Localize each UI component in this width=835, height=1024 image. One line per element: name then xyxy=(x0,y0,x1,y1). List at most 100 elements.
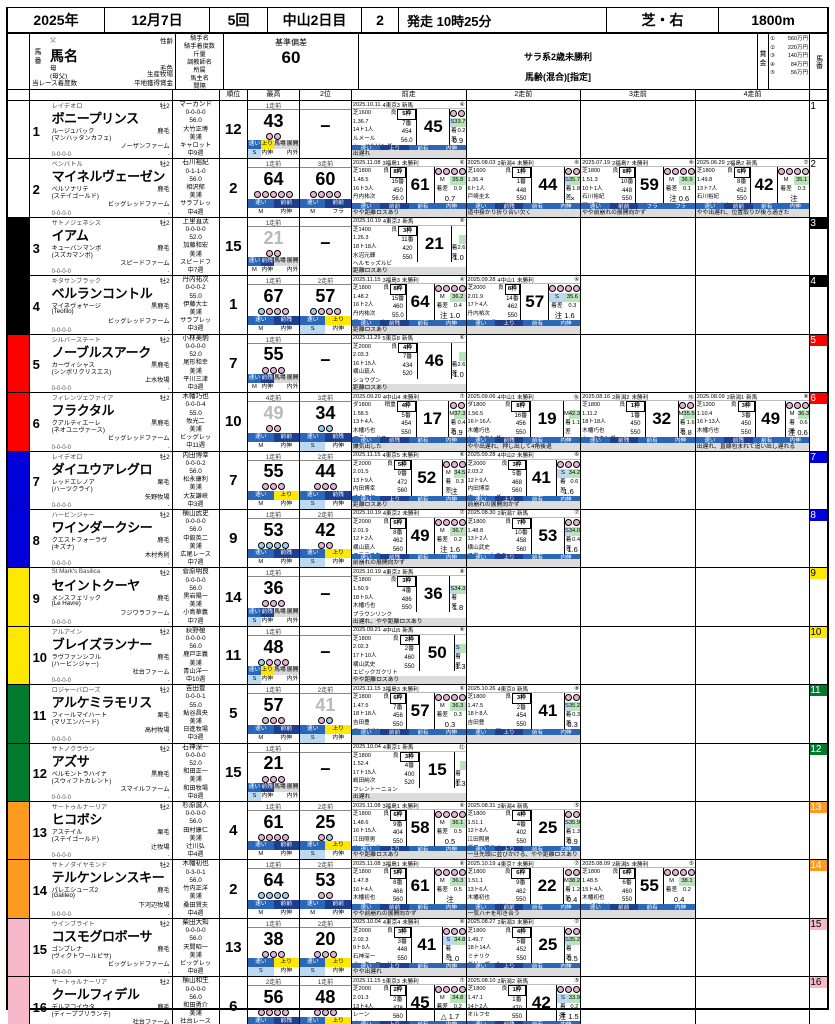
second-score-cell[interactable]: 2走前 44 速い 前残 S 内伸 xyxy=(299,451,352,509)
table-row[interactable]: サートゥルナーリア 牡2 13 ヒコボシ アステイル 栗毛 (ステイゴールド) … xyxy=(8,802,827,861)
past-run-2[interactable]: 2025.10.26 4東京9 新馬 ⑧ 芝1800 良 1.47.5 18ト8人… xyxy=(466,685,582,743)
past-run-1[interactable]: 2025.11.15 4東京5 未勝利 ⑥ 芝2000 良 2.01.5 13ト9… xyxy=(351,451,467,509)
best-score-cell[interactable]: 1走前 43 速い 上り 馬場 展開 S 内伸 内外 xyxy=(248,101,300,159)
best-score-cell[interactable]: 1走前 48 速い 上り 馬場 展開 S 内伸 内外 xyxy=(248,626,300,685)
second-score-cell[interactable]: 2走前 25 速い 上り S 内伸 xyxy=(299,802,352,860)
best-score-cell[interactable]: 1走前 55 速い 前残 馬場 展開 M 内伸 内外 xyxy=(248,334,300,393)
jockey-info-cell[interactable]: 横山武史 0-0-0-0 56.0 中舘英二 美浦 広尾レース 中7週 xyxy=(173,509,220,568)
second-score-cell[interactable]: 3走前 60 速い 前前 M フラ xyxy=(299,159,352,217)
jockey-info-cell[interactable]: 木幡巧也 0-0-0-4 55.0 牧光二 美浦 ビッグレッ 中11週 xyxy=(173,393,220,451)
jockey-info-cell[interactable]: 石神深一 0-0-0-0 52.0 和田正一 美浦 和田牧場 中8週 xyxy=(173,743,220,802)
second-score-cell[interactable]: 2走前 53 速い 前前 M 内伸 xyxy=(299,860,352,918)
past-run-2[interactable]: 2025.09.06 4中山1 未勝利 ⑯ ダ1800 良 1.56.5 16ト1… xyxy=(466,393,582,451)
horse-info-cell[interactable]: サトノクラウン 牡2 12 アズサ ベルモントラハイナ 黒鹿毛 (スウィフトカレ… xyxy=(30,743,173,802)
horse-name[interactable]: イアム xyxy=(51,227,89,243)
jockey-info-cell[interactable]: 木幡初也 0-3-0-1 56.0 竹内正洋 美浦 桑田賢夫 中4週 xyxy=(173,860,220,918)
past-run-1[interactable]: 2025.11.15 3福島3 未勝利 ④ 芝1800 良 1.48.2 16ト2… xyxy=(351,276,467,334)
best-score-cell[interactable]: 1走前 61 速い 前前 M 内伸 xyxy=(248,802,300,860)
jockey-info-cell[interactable]: 吉田豊 0-0-0-1 55.0 鮎谷昌央 美浦 日進牧場 中3週 xyxy=(173,685,220,743)
table-row[interactable]: レイデオロ 牡2 7 ダイユウアレグロ レッドエレノア 栗毛 (ハーツクライ) … xyxy=(8,451,827,510)
table-row[interactable]: シルバーステート 牡2 5 ノーブルスアーク カーヴィシャス 黒鹿毛 (シンボリ… xyxy=(8,334,827,394)
best-score-cell[interactable]: 1走前 21 速い 前残 馬場 展開 M 内伸 内外 xyxy=(248,217,300,276)
past-run-1[interactable]: 2025.11.08 3福島1 未勝利 ⑥ 芝1800 良 1.47.8 16ト4… xyxy=(351,860,467,918)
second-score-cell[interactable]: 2走前 20 速い 上り S 内伸 xyxy=(299,918,352,977)
best-score-cell[interactable]: 4走前 49 速い 前前 M 内伸 xyxy=(248,393,300,451)
past-run-3[interactable]: 2025.07.19 2福島7 未勝利 ⑧ 芝1800 良 1.51.3 10ト1… xyxy=(581,159,696,217)
second-score-cell[interactable]: 2走前 41 速い 上り S 内伸 xyxy=(299,685,352,743)
best-score-cell[interactable]: 1走前 53 速い 前残 M 内伸 xyxy=(248,509,300,568)
horse-info-cell[interactable]: アルアイン 牡2 10 ブレイズランナー ラヴファンシフル 鹿毛 (ハービンジャ… xyxy=(30,626,173,685)
past-run-1[interactable]: 2025.11.29 5東京8 新馬 ⑥ 芝2000 良 2.03.3 16ト15… xyxy=(351,334,467,393)
past-run-2[interactable]: 2025.08.27 2新潟3 未勝利 ⑦ 芝1800 良 1.49.7 18ト1… xyxy=(466,918,582,977)
best-score-cell[interactable]: 1走前 38 速い 上り S 内伸 xyxy=(248,918,300,977)
jockey-info-cell[interactable]: 菅原明良 0-0-0-0 56.0 黒岩陽一 美浦 小島華義 中7週 xyxy=(173,568,220,626)
second-score-cell[interactable]: – xyxy=(299,217,352,276)
best-score-cell[interactable]: 1走前 57 速い 前前 M 内伸 xyxy=(248,685,300,743)
best-score-cell[interactable]: 1走前 64 速い 前前 M 内伸 xyxy=(248,159,300,217)
table-row[interactable]: ウインブライト 牡2 15 コスモグロボーサ ゴンブレナ 鹿毛 (ヴィクトワール… xyxy=(8,918,827,978)
past-run-2[interactable]: 2025.09.28 4中山1 未勝利 ④ 芝2000 良 2.01.9 17ト4… xyxy=(466,276,582,334)
jockey-info-cell[interactable]: 柴田大知 0-0-0-0 56.0 天間昭一 美浦 ビッグレッ 中8週 xyxy=(173,918,220,977)
horse-name[interactable]: テルケンレンスキー xyxy=(51,870,165,886)
table-row[interactable]: サトノジェネシス 牡2 3 イアム キューバンマンボ 鹿毛 (スズカマンボ) ス… xyxy=(8,217,827,277)
jockey-info-cell[interactable]: 小林美駒 0-0-0-0 52.0 尾形和幸 美浦 平川三津 中3週 xyxy=(173,334,220,393)
jockey-info-cell[interactable]: 内田博幸 0-0-0-2 56.0 松永康利 美浦 大友謙峡 中3週 xyxy=(173,451,220,509)
table-row[interactable]: St Mark's Basilica 牡2 9 セイントクーヤ メンスフェリック… xyxy=(8,568,827,627)
horse-name[interactable]: アルケミラモリス xyxy=(51,695,153,711)
second-score-cell[interactable]: – xyxy=(299,743,352,802)
horse-name[interactable]: アズサ xyxy=(51,753,90,769)
table-row[interactable]: キタサンブラック 牡2 4 ベルランコントル マイネヴォヤージ 黒鹿毛 (Teo… xyxy=(8,276,827,335)
table-row[interactable]: サトノクラウン 牡2 12 アズサ ベルモントラハイナ 黒鹿毛 (スウィフトカレ… xyxy=(8,743,827,803)
horse-info-cell[interactable]: サートゥルナーリア 牡2 16 クールフィデル デルマコイウタ 鹿毛 (ディープ… xyxy=(30,977,173,1024)
table-row[interactable]: サートゥルナーリア 牡2 16 クールフィデル デルマコイウタ 鹿毛 (ディープ… xyxy=(8,977,827,1024)
second-score-cell[interactable]: – xyxy=(299,568,352,626)
second-score-cell[interactable]: 2走前 42 速い 上り S 内伸 xyxy=(299,509,352,568)
past-run-1[interactable]: 2025.11.15 5東京3 未勝利 ⑦ 芝2000 良 2.01.3 13ト4… xyxy=(351,977,467,1024)
past-run-1[interactable]: 2025.10.19 4東京2 新馬 ⑨ 芝1400 良 1.26.3 18ト18… xyxy=(351,217,467,276)
table-row[interactable]: レイデオロ 牡2 1 ボニープリンス ルージュバック 鹿毛 (マンハッタンカフェ… xyxy=(8,101,827,160)
horse-info-cell[interactable]: ウインブライト 牡2 15 コスモグロボーサ ゴンブレナ 鹿毛 (ヴィクトワール… xyxy=(30,918,173,977)
best-score-cell[interactable]: 1走前 21 速い 前残 馬場 展開 S 内伸 内外 xyxy=(248,743,300,802)
table-row[interactable]: ベンバトル 牡2 2 マイネルヴェーゼン ベルソナリテ 鹿毛 (ステイゴールド)… xyxy=(8,159,827,218)
best-score-cell[interactable]: 1走前 67 速い 前残 M 内伸 xyxy=(248,276,300,334)
past-run-1[interactable]: 2025.10.04 4東京4 未勝利 ⑨ 芝2000 良 2.02.3 9ト9人… xyxy=(351,918,467,977)
horse-name[interactable]: ワインダークシー xyxy=(51,519,153,535)
jockey-info-cell[interactable]: マーカンド 0-0-0-0 56.0 大竹正博 美浦 キャロット 中9週 xyxy=(173,101,220,159)
past-run-1[interactable]: 2025.11.08 3福島1 未勝利 ⑥ 芝1800 良 1.48.6 16ト1… xyxy=(351,802,467,860)
horse-info-cell[interactable]: フィレンツェファイア 牡2 6 フラクタル クアルティエーレ 黒鹿毛 (ネオユニ… xyxy=(30,393,173,451)
past-run-2[interactable]: 2025.08.31 2新潟4 新馬 ⑤ 芝1800 良 1.51.1 12ト8人… xyxy=(466,802,582,860)
past-run-1[interactable]: 2025.10.11 4東京3 新馬 ④ 芝1600 良 1.36.7 14ト1人… xyxy=(351,101,467,159)
horse-info-cell[interactable]: シルバーステート 牡2 5 ノーブルスアーク カーヴィシャス 黒鹿毛 (シンボリ… xyxy=(30,334,173,393)
table-row[interactable]: ロジャーバローズ 牡2 11 アルケミラモリス フィールマイハート 栗毛 (マリ… xyxy=(8,685,827,744)
past-run-2[interactable]: 2025.08.30 2新潟7 新馬 ⑦ 芝1800 良 1.48.8 13ト2人… xyxy=(466,509,582,568)
horse-info-cell[interactable]: サートゥルナーリア 牡2 13 ヒコボシ アステイル 栗毛 (ステイゴールド) … xyxy=(30,802,173,860)
best-score-cell[interactable]: 1走前 36 速い 前残 馬場 展開 S 内伸 内外 xyxy=(248,568,300,626)
best-score-cell[interactable]: 1走前 64 速い 前前 M 内伸 xyxy=(248,860,300,918)
jockey-info-cell[interactable]: 杉原誠人 0-0-0-0 56.0 田村康仁 美浦 辻川弘 中4週 xyxy=(173,802,220,860)
horse-name[interactable]: ダイユウアレグロ xyxy=(51,461,153,477)
second-score-cell[interactable]: 3走前 34 速い 前残 S 内伸 xyxy=(299,393,352,451)
jockey-info-cell[interactable]: 丹内祐次 0-0-0-2 55.0 伊藤大士 美浦 サラブレッ 中3週 xyxy=(173,276,220,334)
horse-name[interactable]: ノーブルスアーク xyxy=(51,344,152,360)
second-score-cell[interactable]: – xyxy=(299,334,352,393)
past-run-4[interactable]: 2025.06.29 2福島2 新馬 ⑦ 芝1800 良 1.49.8 13ト7人… xyxy=(695,159,811,217)
past-run-2[interactable]: 2025.10.19 4東京7 未勝利 ⑦ 芝1800 良 1.51.1 13ト6… xyxy=(466,860,582,918)
jockey-info-cell[interactable]: 荻野極 0-0-0-0 56.0 鹿戸正義 美浦 青山洋一 中10週 xyxy=(173,626,220,685)
past-run-1[interactable]: 2025.10.19 4東京2 新馬 ⑧ 芝1800 良 1.50.9 18ト9人… xyxy=(351,568,467,626)
horse-info-cell[interactable]: サトノジェネシス 牡2 3 イアム キューバンマンボ 鹿毛 (スズカマンボ) ス… xyxy=(30,217,173,276)
horse-name[interactable]: クールフィデル xyxy=(51,987,140,1003)
jockey-info-cell[interactable]: 上里直汰 0-0-0-0 52.0 加藤和宏 美浦 スピードフ 中7週 xyxy=(173,217,220,276)
horse-info-cell[interactable]: ロジャーバローズ 牡2 11 アルケミラモリス フィールマイハート 栗毛 (マリ… xyxy=(30,685,173,743)
table-row[interactable]: サトノダイヤモンド 牡2 14 テルケンレンスキー パレエシューズ2 鹿毛 (G… xyxy=(8,860,827,919)
past-run-1[interactable]: 2025.11.08 3福島1 未勝利 ⑥ 芝1800 良 1.48.5 16ト3… xyxy=(351,159,467,217)
past-run-2[interactable]: 2025.09.28 4中山2 未勝利 ⑥ 芝2000 良 2.03.2 12ト9… xyxy=(466,451,582,509)
past-run-4[interactable]: 2025.08.09 2新潟1 新馬 ⑧ 芝1200 良 1.10.4 16ト13… xyxy=(695,393,811,451)
table-row[interactable]: フィレンツェファイア 牡2 6 フラクタル クアルティエーレ 黒鹿毛 (ネオユニ… xyxy=(8,393,827,452)
table-row[interactable]: アルアイン 牡2 10 ブレイズランナー ラヴファンシフル 鹿毛 (ハービンジャ… xyxy=(8,626,827,686)
horse-info-cell[interactable]: ベンバトル 牡2 2 マイネルヴェーゼン ベルソナリテ 鹿毛 (ステイゴールド)… xyxy=(30,159,173,217)
second-score-cell[interactable]: – xyxy=(299,626,352,685)
past-run-1[interactable]: 2025.10.04 4東京1 新馬 ⑫ 芝1800 良 1.52.4 17ト15… xyxy=(351,743,467,802)
past-run-2[interactable]: 2025.08.10 2新潟2 新馬 ⑤ 芝1800 良 1.47.1 14ト2人… xyxy=(466,977,582,1024)
